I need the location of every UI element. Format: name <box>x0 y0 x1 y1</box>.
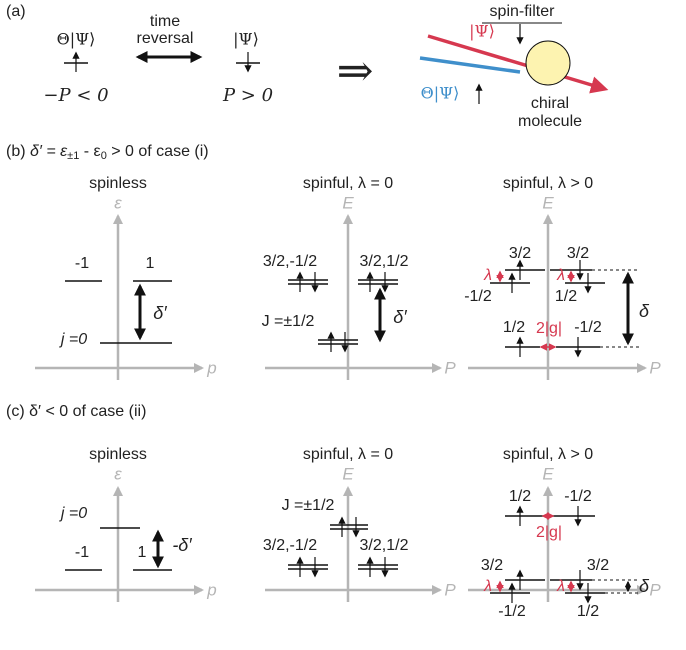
plot-title: spinless <box>89 175 147 192</box>
splitting-label: λ <box>556 267 565 284</box>
state-label: Θ|Ψ⟩ <box>421 84 460 103</box>
splitting-label: 2|g| <box>536 320 562 337</box>
implies: ⇒ <box>337 46 374 97</box>
plot-title: spinless <box>89 446 147 463</box>
filter-label: spin-filter <box>490 3 556 20</box>
polarization: −P < 0 <box>43 85 108 106</box>
level-label: 3/2 <box>587 557 609 574</box>
panel-label: (b) <box>6 143 26 160</box>
level-label: 1 <box>138 544 147 561</box>
panel-b: (b) δ′ = ε±1 - ε0 > 0 of case (i) spinle… <box>6 143 661 380</box>
level-label: 1 <box>146 255 155 272</box>
axis-label: E <box>542 193 554 212</box>
axis-label: E <box>342 193 354 212</box>
caption-part: δ′ < 0 of case (ii) <box>29 403 146 420</box>
level-label: 3/2 <box>481 557 503 574</box>
label: time <box>150 13 180 30</box>
level-label: 3/2,1/2 <box>360 537 409 554</box>
level-label: -1/2 <box>464 288 492 305</box>
panel-c: (c) δ′ < 0 of case (ii) spinless ε p j =… <box>6 403 661 620</box>
caption: (c) δ′ < 0 of case (ii) <box>6 403 146 420</box>
panel-label: (a) <box>6 3 26 20</box>
splitting-label: λ <box>556 578 565 595</box>
level-label: -1/2 <box>574 319 602 336</box>
level-label: 1/2 <box>577 603 599 620</box>
level-label: -1 <box>75 544 89 561</box>
label: molecule <box>518 113 582 130</box>
level-label: J =±1/2 <box>262 313 315 330</box>
axis-label: P <box>649 580 661 599</box>
caption-part: > 0 of case (i) <box>107 143 209 160</box>
axis-label: P <box>444 358 456 377</box>
level-label: 3/2 <box>567 245 589 262</box>
gap-label: δ′ <box>153 303 167 323</box>
level-label: j =0 <box>59 331 87 348</box>
splitting-label: 2|g| <box>536 524 562 541</box>
level-label: 3/2,-1/2 <box>263 537 317 554</box>
level-label: J =±1/2 <box>282 497 335 514</box>
plot-title: spinful, λ = 0 <box>303 175 393 192</box>
level-label: 3/2 <box>509 245 531 262</box>
gap-label: -δ′ <box>172 535 192 555</box>
gap-label: δ′ <box>393 307 407 327</box>
level-label: 3/2,1/2 <box>360 253 409 270</box>
caption-part: ±1 <box>67 150 79 162</box>
polarization: P > 0 <box>222 85 273 106</box>
caption: (b) δ′ = ε±1 - ε0 > 0 of case (i) <box>6 143 209 162</box>
splitting-label: λ <box>483 578 492 595</box>
level-label: -1/2 <box>564 488 592 505</box>
gap-label: δ <box>639 576 650 596</box>
figure: (a) Θ|Ψ⟩ time reversal |Ψ⟩ −P < 0 P > 0 … <box>0 0 686 650</box>
level-label: 1/2 <box>555 288 577 305</box>
panel-a: (a) Θ|Ψ⟩ time reversal |Ψ⟩ −P < 0 P > 0 … <box>6 3 605 130</box>
molecule <box>526 41 570 85</box>
level-label: 3/2,-1/2 <box>263 253 317 270</box>
label: reversal <box>137 30 194 47</box>
level-label: -1 <box>75 255 89 272</box>
axis-label: E <box>342 464 354 483</box>
label: chiral <box>531 95 569 112</box>
axis-label: p <box>206 580 216 599</box>
level-label: 1/2 <box>503 319 525 336</box>
state-label: Θ|Ψ⟩ <box>57 30 96 49</box>
axis-label: E <box>542 464 554 483</box>
plot-title: spinful, λ > 0 <box>503 175 593 192</box>
axis-label: ε <box>114 464 122 483</box>
caption-part: - ε <box>79 143 100 160</box>
splitting-label: λ <box>483 267 492 284</box>
axis-label: P <box>649 358 661 377</box>
axis-label: p <box>206 358 216 377</box>
plot-title: spinful, λ > 0 <box>503 446 593 463</box>
level-label: 1/2 <box>509 488 531 505</box>
level-label: -1/2 <box>498 603 526 620</box>
axis-label: P <box>444 580 456 599</box>
axis-label: ε <box>114 193 122 212</box>
state-label: |Ψ⟩ <box>469 22 495 41</box>
level-label: j =0 <box>59 505 87 522</box>
panel-label: (c) <box>6 403 25 420</box>
plot-title: spinful, λ = 0 <box>303 446 393 463</box>
state-label: |Ψ⟩ <box>233 30 259 49</box>
gap-label: δ <box>639 301 650 321</box>
caption-part: δ′ = ε <box>30 143 68 160</box>
